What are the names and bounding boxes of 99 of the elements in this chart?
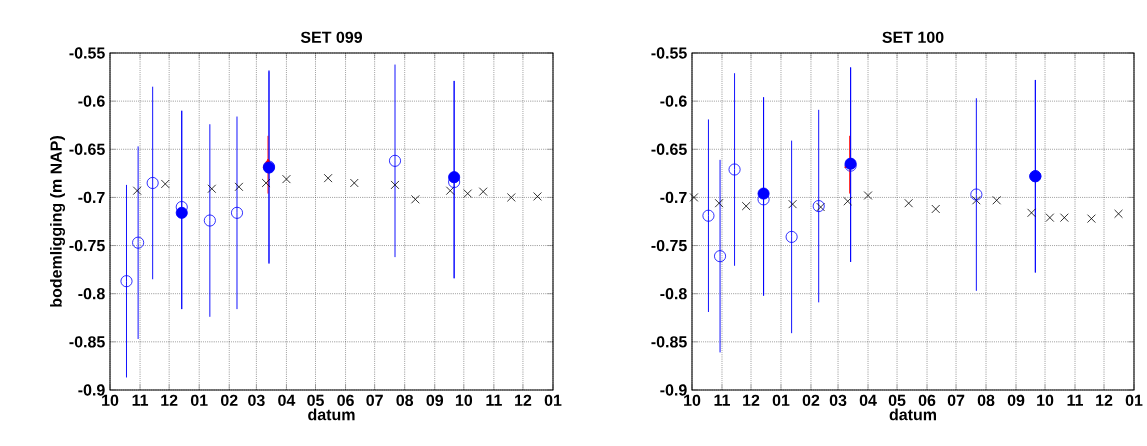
point xyxy=(812,200,825,213)
y-tick-label: -0.7 xyxy=(660,191,687,204)
point xyxy=(843,196,853,206)
x-tick-label: 07 xyxy=(947,394,965,407)
x-tick-label: 11 xyxy=(1067,394,1084,406)
y-tick-label: -0.7 xyxy=(78,191,105,204)
x-axis-title: datum xyxy=(308,408,355,421)
x-tick-label: 01 xyxy=(772,394,790,407)
point xyxy=(132,186,142,196)
x-tick-label: 02 xyxy=(220,394,238,407)
point xyxy=(714,198,724,208)
x-tick-label: 10 xyxy=(1037,394,1054,407)
point xyxy=(231,206,243,219)
y-tick-label: -0.55 xyxy=(69,47,105,59)
y-tick-label: -0.9 xyxy=(660,384,687,396)
point xyxy=(478,187,488,196)
x-tick-label: 12 xyxy=(1096,394,1113,406)
x-tick-label: 04 xyxy=(278,394,296,407)
point xyxy=(1027,208,1036,218)
y-tick-label: -0.9 xyxy=(78,384,105,396)
x-tick-label: 05 xyxy=(888,394,906,407)
y-axis-title: bodemligging (m NAP) xyxy=(50,136,66,307)
point xyxy=(757,187,770,200)
point xyxy=(160,179,170,189)
x-tick-label: 01 xyxy=(544,394,562,407)
x-axis-title: datum xyxy=(889,408,937,421)
point xyxy=(728,163,741,176)
x-tick-label: 10 xyxy=(684,394,701,407)
y-tick-label: -0.75 xyxy=(69,239,105,252)
point xyxy=(234,182,244,192)
x-tick-label: 08 xyxy=(977,394,995,407)
point xyxy=(410,194,420,204)
point xyxy=(389,154,401,167)
point xyxy=(1060,213,1069,222)
point xyxy=(349,178,359,188)
chart-title: SET 099 xyxy=(300,31,363,43)
point xyxy=(863,191,873,200)
x-tick-label: 07 xyxy=(366,394,383,407)
point xyxy=(992,195,1002,205)
point xyxy=(970,188,983,201)
x-tick-label: 01 xyxy=(1125,394,1143,407)
y-tick-label: -0.6 xyxy=(78,95,105,107)
point xyxy=(904,198,914,208)
point xyxy=(445,186,455,196)
point xyxy=(203,214,216,227)
point xyxy=(323,173,333,183)
x-tick-label: 10 xyxy=(455,394,473,407)
point xyxy=(390,180,400,190)
y-tick-label: -0.85 xyxy=(651,336,687,348)
x-tick-label: 08 xyxy=(396,394,414,407)
point xyxy=(282,174,291,184)
x-tick-label: 06 xyxy=(918,394,936,407)
y-tick-label: -0.55 xyxy=(651,47,687,59)
x-tick-label: 06 xyxy=(337,394,354,407)
y-tick-label: -0.75 xyxy=(651,239,687,252)
point xyxy=(533,192,542,201)
point xyxy=(175,206,188,219)
point xyxy=(931,204,941,214)
point xyxy=(816,202,825,212)
x-tick-label: 09 xyxy=(426,394,444,407)
point xyxy=(689,193,699,202)
chart-title: SET 100 xyxy=(882,31,944,43)
x-tick-label: 12 xyxy=(743,394,760,406)
x-tick-label: 01 xyxy=(190,394,208,407)
y-tick-label: -0.65 xyxy=(651,143,687,155)
point xyxy=(506,193,516,202)
x-tick-label: 02 xyxy=(802,394,820,407)
x-tick-label: 10 xyxy=(102,394,119,407)
x-tick-label: 12 xyxy=(161,394,178,406)
y-tick-label: -0.8 xyxy=(78,288,105,300)
point xyxy=(1087,214,1096,223)
y-tick-label: -0.6 xyxy=(660,95,687,107)
point xyxy=(146,176,159,189)
point xyxy=(785,230,798,243)
y-tick-label: -0.65 xyxy=(69,143,105,155)
x-tick-label: 12 xyxy=(515,394,532,406)
x-tick-label: 11 xyxy=(486,394,502,406)
y-tick-label: -0.8 xyxy=(660,288,687,300)
x-tick-label: 05 xyxy=(307,394,324,407)
point xyxy=(741,201,751,211)
point xyxy=(120,275,133,288)
x-tick-label: 03 xyxy=(829,394,847,407)
x-tick-label: 11 xyxy=(132,394,149,406)
x-tick-label: 03 xyxy=(248,394,265,407)
point xyxy=(788,199,797,209)
point xyxy=(714,250,727,263)
point xyxy=(132,236,145,249)
x-tick-label: 11 xyxy=(714,394,730,406)
point xyxy=(448,171,461,184)
x-tick-label: 09 xyxy=(1007,394,1025,407)
point xyxy=(463,189,473,198)
point xyxy=(207,184,217,194)
x-tick-label: 04 xyxy=(859,394,877,407)
point xyxy=(1045,213,1055,222)
point xyxy=(261,178,271,188)
point xyxy=(702,209,715,222)
point xyxy=(971,195,981,205)
point xyxy=(1114,209,1123,219)
y-tick-label: -0.85 xyxy=(69,336,105,348)
